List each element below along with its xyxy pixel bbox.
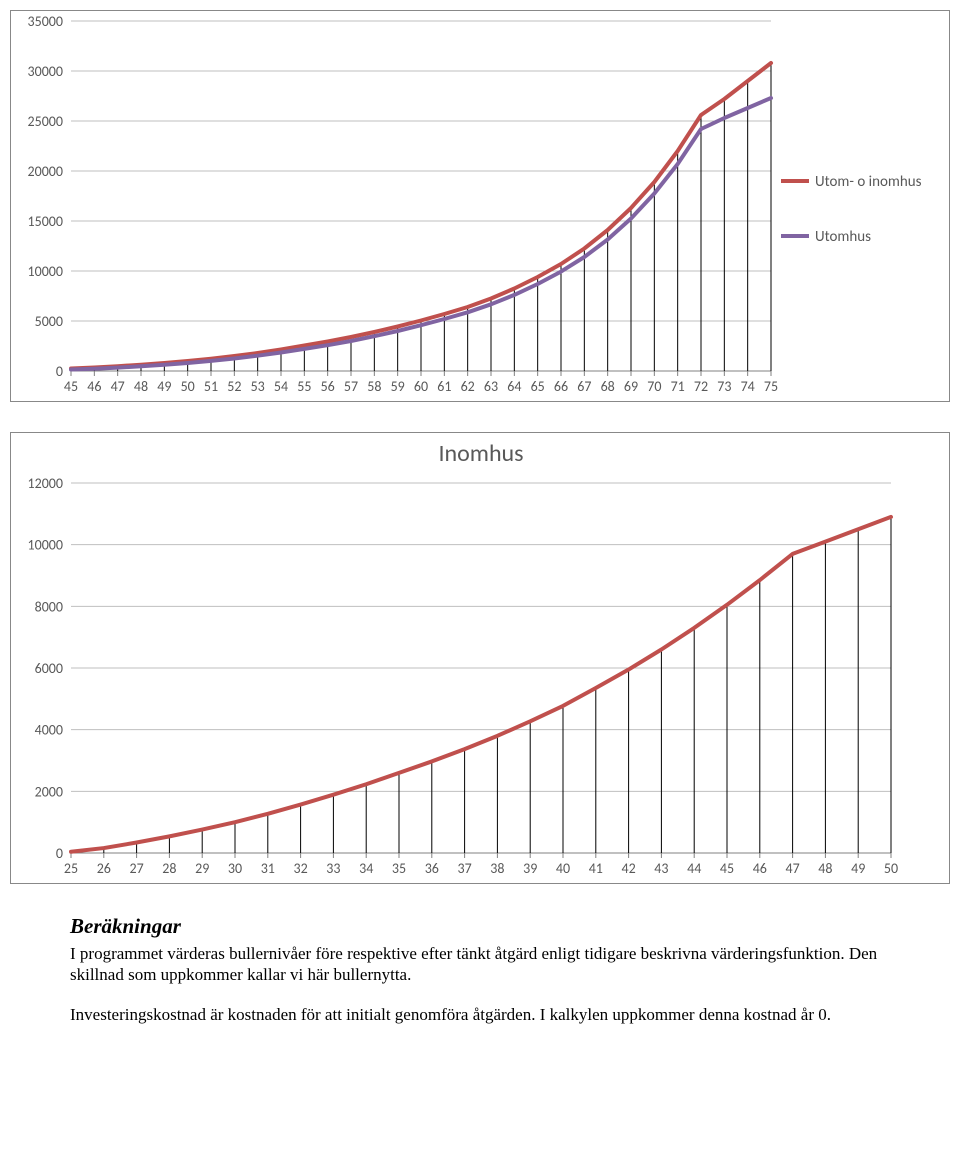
svg-text:65: 65: [531, 378, 545, 395]
svg-text:Utomhus: Utomhus: [815, 228, 871, 246]
svg-text:45: 45: [720, 860, 734, 877]
paragraph-2: Investeringskostnad är kostnaden för att…: [70, 1004, 890, 1025]
svg-text:57: 57: [344, 378, 358, 395]
svg-text:20000: 20000: [28, 163, 63, 180]
svg-text:70: 70: [647, 378, 661, 395]
svg-text:37: 37: [457, 860, 471, 877]
svg-text:12000: 12000: [28, 475, 63, 492]
svg-text:35: 35: [392, 860, 406, 877]
svg-text:25: 25: [64, 860, 78, 877]
chart2-svg: Inomhus 25 26 27 28 29 30 31 32 33 34 35 36 37 38 39 40 4…: [11, 433, 951, 883]
svg-text:58: 58: [367, 378, 381, 395]
svg-text:47: 47: [111, 378, 125, 395]
chart-inomhus: Inomhus 25 26 27 28 29 30 31 32 33 34 35 36 37 38 39 40 4…: [10, 432, 950, 884]
svg-text:31: 31: [261, 860, 275, 877]
svg-text:6000: 6000: [35, 660, 63, 677]
chart-utom-inomhus: 45 46 47 48 49 50 51 52 53 54 55 56 57 58 59 60 61 62 63 64…: [10, 10, 950, 402]
svg-text:48: 48: [818, 860, 832, 877]
svg-text:34: 34: [359, 860, 373, 877]
svg-text:49: 49: [851, 860, 865, 877]
svg-text:29: 29: [195, 860, 209, 877]
svg-text:63: 63: [484, 378, 498, 395]
text-section: Beräkningar I programmet värderas buller…: [10, 914, 950, 1073]
svg-text:2000: 2000: [35, 783, 63, 800]
svg-text:54: 54: [274, 378, 288, 395]
svg-text:40: 40: [556, 860, 570, 877]
svg-text:74: 74: [741, 378, 755, 395]
svg-text:49: 49: [157, 378, 171, 395]
svg-text:46: 46: [753, 860, 767, 877]
svg-text:30000: 30000: [28, 63, 63, 80]
svg-text:10000: 10000: [28, 263, 63, 280]
svg-text:44: 44: [687, 860, 701, 877]
svg-text:47: 47: [785, 860, 799, 877]
svg-text:51: 51: [204, 378, 218, 395]
svg-text:45: 45: [64, 378, 78, 395]
svg-text:41: 41: [589, 860, 603, 877]
svg-text:Utom- o inomhus: Utom- o inomhus: [815, 173, 922, 191]
svg-text:35000: 35000: [28, 13, 63, 30]
svg-text:8000: 8000: [35, 598, 63, 615]
svg-text:56: 56: [321, 378, 335, 395]
svg-text:43: 43: [654, 860, 668, 877]
svg-text:71: 71: [671, 378, 685, 395]
svg-text:55: 55: [297, 378, 311, 395]
svg-text:5000: 5000: [35, 313, 63, 330]
svg-text:73: 73: [717, 378, 731, 395]
svg-text:33: 33: [326, 860, 340, 877]
svg-text:50: 50: [181, 378, 195, 395]
svg-text:30: 30: [228, 860, 242, 877]
svg-text:50: 50: [884, 860, 898, 877]
svg-text:48: 48: [134, 378, 148, 395]
svg-text:61: 61: [437, 378, 451, 395]
svg-text:0: 0: [56, 845, 63, 862]
chart1-svg: 45 46 47 48 49 50 51 52 53 54 55 56 57 58 59 60 61 62 63 64…: [11, 11, 960, 401]
svg-text:64: 64: [507, 378, 521, 395]
svg-text:67: 67: [577, 378, 591, 395]
svg-text:25000: 25000: [28, 113, 63, 130]
svg-text:53: 53: [251, 378, 265, 395]
svg-text:62: 62: [461, 378, 475, 395]
svg-text:52: 52: [227, 378, 241, 395]
svg-text:66: 66: [554, 378, 568, 395]
heading-berakningar: Beräkningar: [70, 914, 890, 939]
svg-text:Inomhus: Inomhus: [438, 439, 523, 468]
svg-text:15000: 15000: [28, 213, 63, 230]
svg-text:46: 46: [87, 378, 101, 395]
svg-text:38: 38: [490, 860, 504, 877]
svg-text:36: 36: [425, 860, 439, 877]
svg-text:27: 27: [129, 860, 143, 877]
svg-text:4000: 4000: [35, 722, 63, 739]
svg-text:32: 32: [293, 860, 307, 877]
svg-text:39: 39: [523, 860, 537, 877]
svg-text:60: 60: [414, 378, 428, 395]
svg-text:26: 26: [97, 860, 111, 877]
svg-text:28: 28: [162, 860, 176, 877]
paragraph-1: I programmet värderas bullernivåer före …: [70, 943, 890, 986]
svg-text:0: 0: [56, 363, 63, 380]
svg-text:10000: 10000: [28, 537, 63, 554]
svg-text:59: 59: [391, 378, 405, 395]
svg-text:68: 68: [601, 378, 615, 395]
svg-text:75: 75: [764, 378, 778, 395]
svg-text:69: 69: [624, 378, 638, 395]
svg-text:72: 72: [694, 378, 708, 395]
svg-text:42: 42: [621, 860, 635, 877]
